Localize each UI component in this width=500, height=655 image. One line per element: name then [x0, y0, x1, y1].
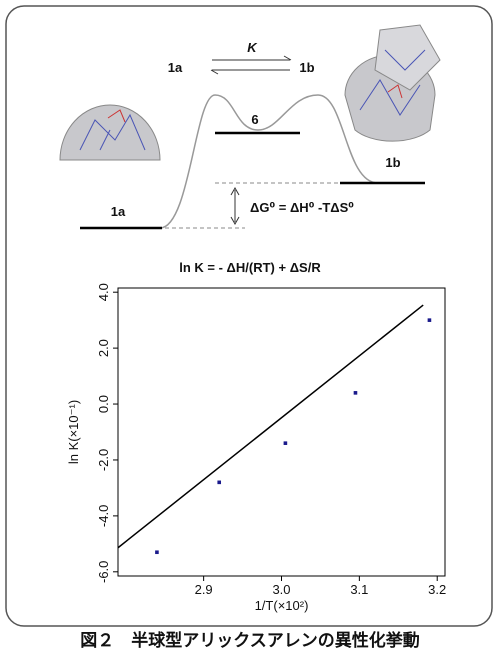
- figure: 1a K 1b 6 1b 1a ΔG⁰ = ΔH⁰ -TΔS⁰ ln K = -…: [0, 0, 500, 650]
- y-tick-label: 0.0: [96, 395, 111, 413]
- y-tick-label: -6.0: [96, 561, 111, 583]
- constant-label: K: [247, 40, 258, 55]
- x-axis-label: 1/T(×10²): [255, 598, 309, 613]
- point: [284, 441, 288, 445]
- point: [354, 391, 358, 395]
- state-label: 1a: [168, 60, 183, 75]
- point: [155, 550, 159, 554]
- x-tick-label: 2.9: [195, 582, 213, 597]
- state-label: 1a: [111, 204, 126, 219]
- gibbs-equation: ΔG⁰ = ΔH⁰ -TΔS⁰: [250, 200, 354, 215]
- x-tick-label: 3.1: [350, 582, 368, 597]
- y-tick-label: -4.0: [96, 505, 111, 527]
- vant-hoff-equation: ln K = - ΔH/(RT) + ΔS/R: [179, 260, 321, 275]
- y-tick-label: -2.0: [96, 449, 111, 471]
- intermediate-label: 6: [251, 112, 258, 127]
- state-label: 1b: [385, 155, 400, 170]
- x-tick-label: 3.2: [428, 582, 446, 597]
- point: [428, 318, 432, 322]
- point: [217, 481, 221, 485]
- page: {"diagram": {"top_left": "1a", "constant…: [0, 0, 500, 650]
- y-tick-label: 4.0: [96, 283, 111, 301]
- y-tick-label: 2.0: [96, 339, 111, 357]
- y-axis-label: ln K(×10⁻¹): [66, 400, 81, 464]
- state-label: 1b: [299, 60, 314, 75]
- x-tick-label: 3.0: [272, 582, 290, 597]
- caption: 図２ 半球型アリックスアレンの異性化挙動: [80, 630, 420, 650]
